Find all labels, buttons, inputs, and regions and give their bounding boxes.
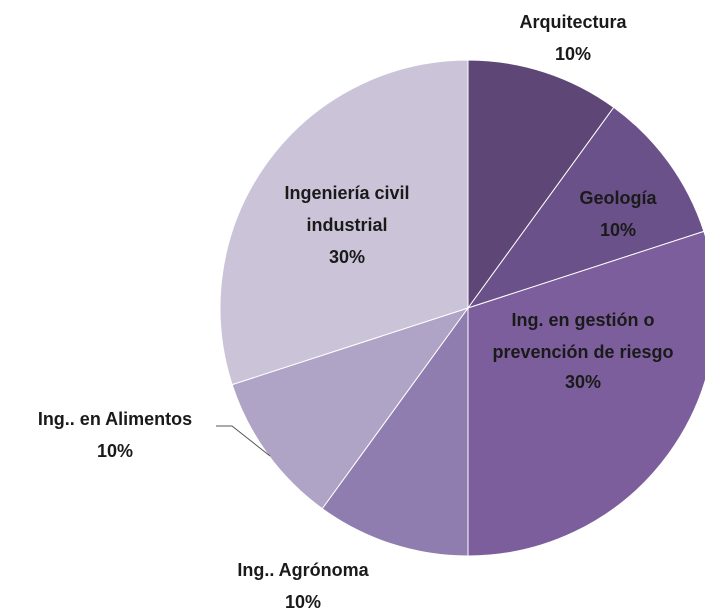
slice-value-label: 10%: [554, 44, 592, 64]
pie-slice: [219, 59, 469, 386]
slice-label: Ing. en gestión o prevención de riesgo: [492, 310, 674, 362]
slice-label: Ingeniería civil industrial: [284, 183, 410, 235]
pie-slice: [321, 306, 469, 557]
slice-label: Ing.. Agrónoma: [237, 560, 369, 580]
slice-value-label: 10%: [96, 441, 134, 461]
slice-label: Arquitectura: [519, 12, 627, 32]
slice-value-label: 30%: [564, 372, 602, 392]
leader-line: [216, 425, 271, 457]
slice-value-label: 10%: [284, 592, 322, 612]
pie-slice: [467, 59, 615, 310]
slice-value-label: 30%: [328, 247, 366, 267]
slice-label: Geología: [579, 188, 657, 208]
slice-value-label: 10%: [599, 220, 637, 240]
pie-slice: [466, 106, 705, 309]
pie-slice: [467, 230, 705, 557]
slice-label: Ing.. en Alimentos: [37, 409, 193, 429]
